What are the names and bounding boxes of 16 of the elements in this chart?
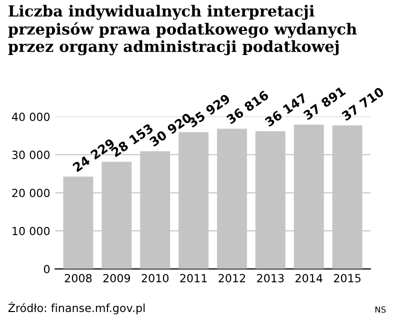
y-tick-label: 30 000	[12, 150, 50, 160]
y-tick-label: 20 000	[12, 188, 50, 198]
x-tick-label: 2008	[64, 274, 92, 282]
x-tick-label: 2014	[296, 274, 322, 282]
x-tick-label: 2010	[142, 274, 168, 282]
x-tick-label: 2009	[103, 274, 130, 282]
x-tick-label: 2013	[257, 274, 284, 282]
y-tick-label: 0	[44, 264, 50, 274]
chart-title: Liczba indywidualnych interpretacji przepisów prawa podatkowego wydanych przez organy administracji podatkowej	[8, 4, 357, 56]
x-tick-label: 2015	[334, 274, 360, 282]
x-tick-label: 2011	[180, 274, 207, 282]
text: Źródło: finanse.mf.gov.pl	[8, 302, 145, 314]
y-tick-label: 40 000	[12, 112, 50, 122]
y-tick-label: 10 000	[12, 226, 50, 236]
text: NS	[375, 306, 386, 313]
x-tick-label: 2012	[218, 274, 246, 282]
